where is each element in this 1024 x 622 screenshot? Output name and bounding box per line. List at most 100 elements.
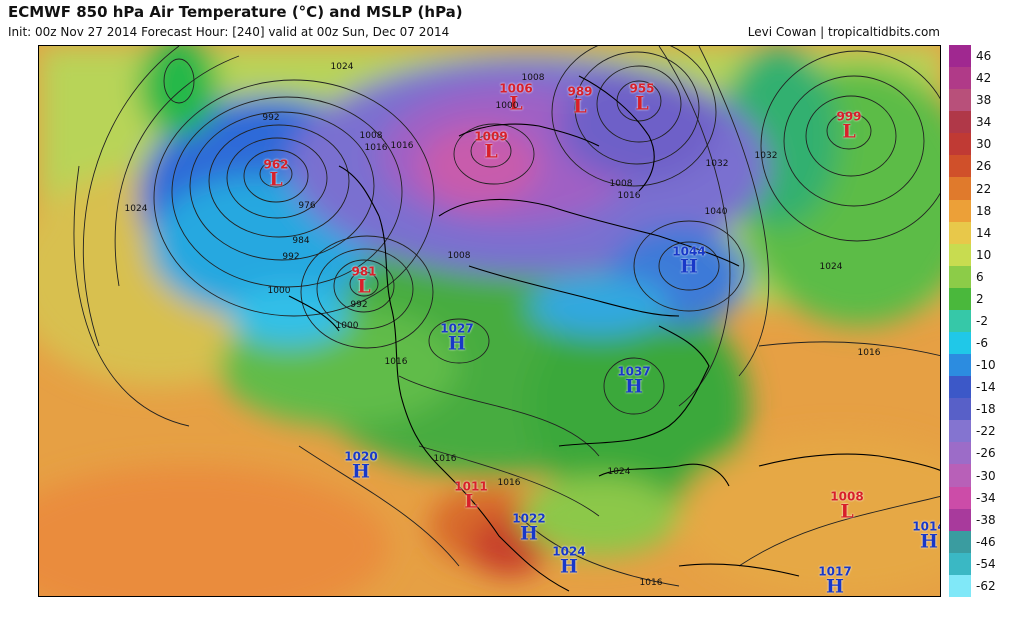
pressure-letter: H [826, 575, 844, 597]
colorbar-segment [949, 287, 971, 310]
pressure-letter: L [357, 275, 371, 298]
colorbar-label: -2 [976, 314, 988, 328]
colorbar-segment [949, 89, 971, 112]
low-pressure-center: 981 L [351, 266, 376, 297]
isobar-label: 976 [298, 201, 316, 211]
isobar-label: 1016 [497, 478, 521, 488]
colorbar-label: 2 [976, 291, 984, 306]
low-pressure-center: 962 L [263, 159, 288, 190]
pressure-value: 1011 [454, 479, 488, 494]
low-pressure-center: 955 L [629, 83, 654, 114]
high-pressure-center: 1017 H [818, 566, 851, 597]
high-pressure-center: 1024 H [552, 546, 585, 577]
isobar-label: 1008 [359, 131, 383, 141]
isobar-label: 1000 [495, 101, 519, 111]
colorbar-segment [949, 464, 971, 487]
colorbar-label: -46 [976, 534, 996, 549]
colorbar-label: 46 [976, 49, 992, 64]
isobar-label: 1040 [704, 207, 728, 217]
isobar-label: 1008 [521, 73, 545, 83]
pressure-letter: L [840, 500, 854, 523]
colorbar-segment [949, 309, 971, 333]
pressure-letter: H [448, 332, 466, 355]
high-pressure-center: 1022 H [512, 513, 545, 544]
colorbar-label: 6 [976, 269, 984, 284]
colorbar-label: 42 [976, 71, 992, 86]
map-canvas [39, 46, 940, 596]
colorbar-segment [949, 155, 971, 178]
pressure-letter: L [464, 490, 478, 513]
credit-text: Levi Cowan | tropicaltidbits.com [747, 25, 940, 39]
colorbar-segment [949, 199, 971, 222]
colorbar-label: -22 [976, 424, 996, 439]
pressure-letter: H [625, 375, 643, 398]
colorbar-label: 14 [976, 225, 992, 240]
colorbar-segment [949, 376, 971, 399]
colorbar-label: -14 [976, 380, 996, 395]
colorbar-label: -38 [976, 512, 996, 527]
pressure-letter: L [635, 92, 649, 115]
isobar-label: 1016 [433, 454, 457, 464]
isobar-label: 1008 [609, 179, 633, 189]
colorbar-labels: 46 42 38 34 30 26 22 18 14 10 6 2 -2 -6 -10 -14 -18 -22 -2… [976, 45, 1020, 597]
isobar-label: 1016 [639, 578, 663, 588]
pressure-letter: L [484, 140, 498, 163]
low-pressure-center: 989 L [567, 86, 592, 117]
pressure-letter: L [842, 120, 856, 143]
low-pressure-center: 1006 L [499, 83, 532, 114]
pressure-letter: H [680, 255, 698, 278]
coastlines [288, 75, 940, 592]
colorbar-label: -62 [976, 578, 996, 593]
pressure-value: 962 [263, 157, 289, 172]
isobar-label: 1016 [857, 348, 881, 358]
isobar-label: 1016 [364, 143, 388, 153]
pressure-value: 981 [351, 264, 377, 279]
colorbar-segment [949, 574, 971, 597]
colorbar-label: -54 [976, 556, 996, 571]
high-pressure-center: 1014H [912, 519, 940, 552]
isobar-label: 984 [292, 236, 310, 246]
temperature-field [39, 46, 940, 596]
pressure-value: 1037 [617, 364, 651, 379]
colorbar-segment [949, 530, 971, 553]
pressure-letter: H [520, 522, 538, 545]
colorbar-label: 38 [976, 93, 992, 108]
colorbar-label: 34 [976, 115, 992, 130]
colorbar-label: 22 [976, 181, 992, 196]
isobar-label: 992 [350, 300, 368, 310]
colorbar-segment [949, 354, 971, 377]
high-pressure-center: 1037 H [617, 366, 650, 397]
colorbar-segment [949, 133, 971, 156]
pressure-letter: H [352, 460, 370, 483]
colorbar-segment [949, 508, 971, 531]
pressure-value: 1024 [552, 544, 586, 559]
isobar-label: 1024 [607, 467, 631, 477]
temperature-colorbar [949, 45, 971, 597]
colorbar-label: 10 [976, 247, 992, 262]
isobar-label: 1016 [384, 357, 408, 367]
isobar-label: 1000 [335, 321, 359, 331]
isobar-lines [73, 46, 940, 587]
weather-map: 962 L 981 L 1009 L 1006 L 989 L 955 L 999 L 1011 L 1008 L… [38, 45, 941, 597]
pressure-value: 1014 [912, 519, 940, 534]
colorbar-segment [949, 111, 971, 134]
colorbar-segment [949, 420, 971, 443]
colorbar-segment [949, 332, 971, 355]
colorbar-label: 26 [976, 159, 992, 174]
colorbar-label: -30 [976, 468, 996, 483]
pressure-value: 989 [567, 84, 593, 99]
colorbar-segment [949, 177, 971, 200]
pressure-value: 1006 [499, 81, 533, 96]
colorbar-segment [949, 442, 971, 465]
pressure-value: 1022 [512, 511, 546, 526]
isobar-label: 1024 [819, 262, 843, 272]
pressure-letter: L [573, 95, 587, 118]
colorbar-label: -26 [976, 446, 996, 461]
low-pressure-center: 999 L [836, 111, 861, 142]
pressure-value: 999 [836, 109, 862, 124]
isobar-label: 1024 [124, 204, 148, 214]
isobar-label: 992 [262, 113, 280, 123]
pressure-letter: H [560, 555, 578, 578]
low-pressure-center: 1009 L [474, 131, 507, 162]
isobar-label: 1016 [390, 141, 414, 151]
